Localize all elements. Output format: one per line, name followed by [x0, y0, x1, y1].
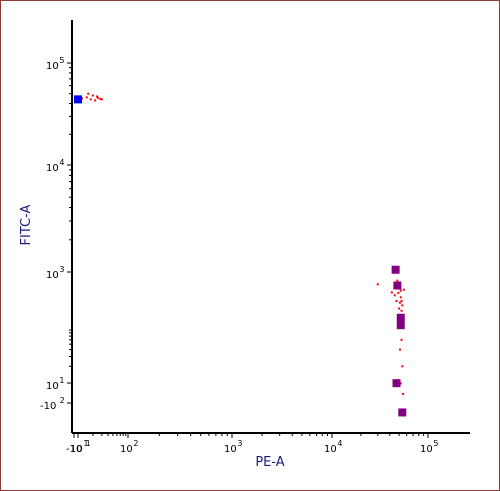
data-point-dot [94, 99, 97, 102]
x-tick-label: -10 [66, 444, 82, 455]
y-tick-exponent: 5 [59, 56, 64, 65]
data-point-dot [393, 294, 396, 297]
data-point-dot [396, 279, 399, 282]
data-point-dot [390, 291, 393, 294]
data-point-dot [96, 95, 99, 98]
data-point-dot [99, 97, 102, 100]
data-point-dot [85, 96, 88, 99]
x-tick-label: 10 [324, 444, 337, 455]
data-point-dot [100, 98, 103, 101]
data-point-dot [398, 307, 401, 310]
y-tick-exponent: 2 [60, 396, 65, 405]
data-point-square [393, 281, 402, 290]
y-tick-label: -10 [40, 401, 56, 412]
x-tick-exponent: 4 [337, 439, 342, 448]
data-point-dot [87, 92, 90, 95]
y-axis-title: FITC-A [19, 204, 34, 245]
data-point-dot [400, 309, 403, 312]
data-point-dot [395, 300, 398, 303]
x-tick-label: 10 [224, 444, 237, 455]
data-point-square [74, 95, 82, 104]
data-point-dot [399, 296, 402, 299]
data-point-dot [398, 301, 401, 304]
data-point-dot [92, 94, 95, 97]
data-point-dot [401, 304, 404, 307]
y-tick-label: 10 [46, 61, 59, 72]
x-tick-exponent: 2 [133, 439, 138, 448]
axes [71, 20, 470, 434]
y-tick-label: 10 [46, 381, 59, 392]
data-point-dot [399, 382, 402, 385]
y-tick-label: 10 [46, 163, 59, 174]
data-point-dot [397, 291, 400, 294]
data-point-dot [400, 300, 403, 303]
data-points [74, 92, 407, 417]
x-tick-exponent: 5 [433, 439, 438, 448]
x-tick-exponent: 3 [237, 439, 242, 448]
data-point-square [396, 313, 405, 322]
data-point-square [398, 408, 407, 417]
y-tick-exponent: 3 [59, 265, 64, 274]
data-point-dot [96, 96, 99, 99]
x-axis-title: PE-A [255, 455, 284, 470]
x-tick-label: 10 [70, 444, 83, 455]
data-point-square [391, 265, 400, 274]
x-tick-label: 10 [420, 444, 433, 455]
data-point-dot [400, 338, 403, 341]
data-point-square [392, 379, 401, 388]
data-point-dot [89, 98, 92, 101]
y-tick-exponent: 4 [59, 158, 64, 167]
x-tick-exponent: 1 [83, 439, 88, 448]
data-point-square [396, 321, 405, 330]
y-tick-exponent: 1 [59, 376, 64, 385]
data-point-dot [401, 365, 404, 368]
y-tick-label: 10 [46, 270, 59, 281]
x-tick-exponent: 1 [86, 439, 91, 448]
data-point-dot [398, 348, 401, 351]
data-point-dot [376, 283, 379, 286]
data-point-dot [399, 289, 402, 292]
x-tick-label: 10 [120, 444, 133, 455]
data-point-dot [402, 392, 405, 395]
data-point-dot [402, 288, 405, 291]
